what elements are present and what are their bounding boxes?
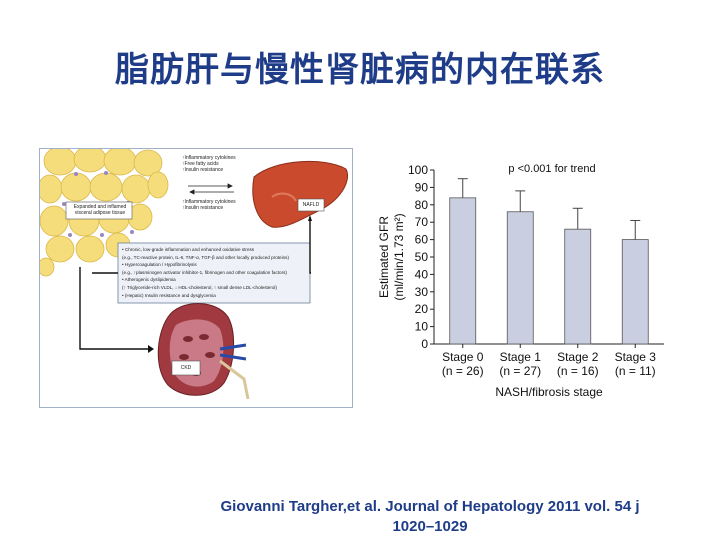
y-axis-title: Estimated GFR: [377, 216, 391, 298]
y-tick-label: 40: [415, 267, 429, 281]
mechanism-item: (e.g., ↑plasminogen activator inhibitor-…: [122, 269, 287, 275]
x-tick-sublabel: (n = 27): [499, 364, 541, 378]
y-tick-label: 0: [421, 337, 428, 351]
mechanism-item: • Chronic, low-grade inflammation and en…: [122, 247, 255, 252]
mediator-item: ↑Insulin resistance: [182, 205, 224, 211]
y-tick-label: 90: [415, 180, 429, 194]
pathophysiology-diagram: Expanded and inflamed visceral adipose t…: [39, 148, 353, 408]
mediator-item: ↑Insulin resistance: [182, 167, 224, 173]
mediator-item: ↑Inflammatory cytokines: [182, 155, 236, 161]
mechanism-list: • Chronic, low-grade inflammation and en…: [122, 246, 308, 299]
y-tick-label: 30: [415, 285, 429, 299]
x-tick-sublabel: (n = 16): [557, 364, 599, 378]
slide-title: 脂肪肝与慢性肾脏病的内在联系: [115, 50, 605, 90]
y-tick-label: 80: [415, 198, 429, 212]
mechanism-item: (e.g., TC-reactive protein, IL-6, TNF-α,…: [122, 254, 289, 260]
citation-line-2: 1020–1029: [392, 518, 468, 535]
diagram-graphics: [40, 149, 348, 400]
x-tick-label: Stage 0: [442, 350, 484, 364]
adipose-label: Expanded and inflamed visceral adipose t…: [73, 204, 127, 216]
x-axis-title: NASH/fibrosis stage: [495, 385, 603, 399]
y-tick-label: 100: [408, 163, 428, 177]
chart-canvas: 0 10 20 30 40 50 60 70 80 90 100 Estimated GFR (ml/m…: [377, 163, 664, 399]
y-tick-label: 50: [415, 250, 429, 264]
y-axis-unit: (ml/min/1.73 m²): [392, 213, 406, 300]
bar: [506, 211, 534, 345]
citation: Giovanni Targher,et al. Journal of Hepat…: [160, 497, 700, 537]
citation-line-1: Giovanni Targher,et al. Journal of Hepat…: [220, 498, 640, 515]
x-tick-label: Stage 2: [557, 350, 599, 364]
ckd-label: CKD: [180, 365, 192, 371]
y-tick-label: 20: [415, 302, 429, 316]
bar: [449, 197, 477, 345]
y-tick-label: 10: [415, 320, 429, 334]
top-mediator-list: ↑Inflammatory cytokines ↑Free fatty acid…: [182, 155, 272, 173]
x-tick-sublabel: (n = 11): [615, 364, 656, 378]
nafld-label: NAFLD: [302, 202, 320, 208]
mechanism-item: • (Hepatic) Insulin resistance and dysgl…: [122, 292, 216, 298]
mechanism-item: • Atherogenic dyslipidemia: [122, 277, 176, 283]
mediator-item: ↑Free fatty acids: [182, 161, 219, 167]
gfr-bar-chart: 0 10 20 30 40 50 60 70 80 90 100 Estimated GFR (ml/m…: [372, 150, 692, 410]
chart-annotation: p <0.001 for trend: [508, 163, 595, 175]
bar: [564, 228, 592, 345]
mid-mediator-list: ↑Inflammatory cytokines ↑Insulin resista…: [182, 199, 272, 211]
y-tick-label: 60: [415, 233, 429, 247]
x-tick-label: Stage 3: [615, 350, 657, 364]
mechanism-item: • Hypercoagulation / Hypofibrinolysis: [122, 262, 197, 268]
bar: [621, 239, 649, 345]
y-tick-label: 70: [415, 215, 429, 229]
x-tick-label: Stage 1: [500, 350, 542, 364]
mediator-item: ↑Inflammatory cytokines: [182, 199, 236, 205]
x-tick-sublabel: (n = 26): [442, 364, 484, 378]
mechanism-item: (↑ Triglyceride-rich VLDL, ↓ HDL-cholest…: [122, 284, 277, 290]
